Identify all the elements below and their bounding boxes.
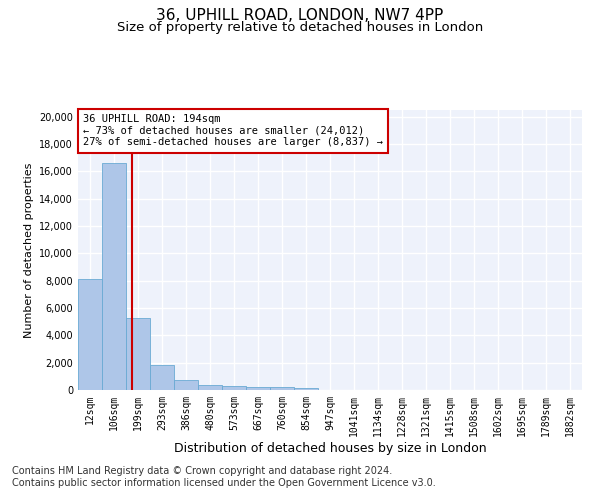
Y-axis label: Number of detached properties: Number of detached properties bbox=[24, 162, 34, 338]
Bar bbox=[150, 364, 174, 390]
Bar bbox=[78, 280, 102, 390]
Bar bbox=[222, 386, 246, 390]
Bar bbox=[174, 380, 198, 390]
Bar bbox=[270, 388, 294, 390]
Text: Contains HM Land Registry data © Crown copyright and database right 2024.
Contai: Contains HM Land Registry data © Crown c… bbox=[12, 466, 436, 487]
Text: 36 UPHILL ROAD: 194sqm
← 73% of detached houses are smaller (24,012)
27% of semi: 36 UPHILL ROAD: 194sqm ← 73% of detached… bbox=[83, 114, 383, 148]
Bar bbox=[198, 385, 222, 390]
Text: 36, UPHILL ROAD, LONDON, NW7 4PP: 36, UPHILL ROAD, LONDON, NW7 4PP bbox=[157, 8, 443, 22]
Text: Size of property relative to detached houses in London: Size of property relative to detached ho… bbox=[117, 21, 483, 34]
Bar bbox=[102, 164, 126, 390]
Bar bbox=[294, 388, 318, 390]
Bar bbox=[246, 387, 270, 390]
Bar bbox=[126, 318, 150, 390]
X-axis label: Distribution of detached houses by size in London: Distribution of detached houses by size … bbox=[173, 442, 487, 454]
